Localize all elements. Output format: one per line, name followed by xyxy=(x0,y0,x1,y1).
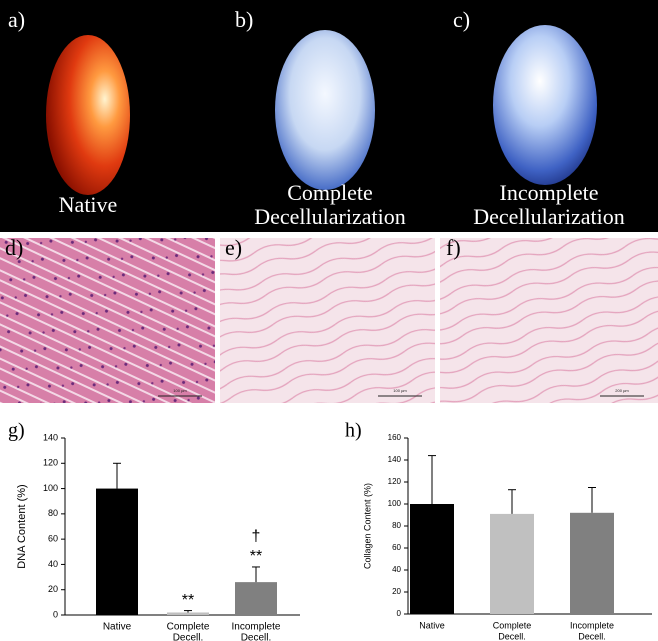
x-tick-label: Complete xyxy=(167,622,210,633)
y-tick-label: 140 xyxy=(388,455,402,464)
y-tick-label: 20 xyxy=(392,587,401,596)
y-tick-label: 100 xyxy=(43,483,58,493)
bar xyxy=(167,612,209,615)
bar xyxy=(96,488,138,615)
bar xyxy=(570,512,614,614)
native-heart xyxy=(46,35,130,195)
y-tick-label: 120 xyxy=(43,458,58,468)
y-tick-label: 80 xyxy=(48,508,58,518)
x-tick-label: Incomplete xyxy=(570,620,614,630)
y-axis-label: DNA Content (%) xyxy=(16,484,28,568)
bar xyxy=(235,582,277,615)
x-tick-label: Decell. xyxy=(241,633,272,641)
caption: Decellularization xyxy=(254,204,405,229)
caption: Native xyxy=(59,192,118,217)
x-tick-label: Native xyxy=(103,622,132,633)
y-tick-label: 80 xyxy=(392,521,401,530)
y-tick-label: 0 xyxy=(397,609,402,618)
panel-label: g) xyxy=(8,420,25,442)
bar xyxy=(490,513,534,614)
y-tick-label: 160 xyxy=(388,433,402,442)
y-tick-label: 40 xyxy=(48,559,58,569)
panel-label: f) xyxy=(446,235,461,260)
y-tick-label: 100 xyxy=(388,499,402,508)
histology-incomplete xyxy=(440,238,658,403)
annotation: ** xyxy=(182,592,194,609)
panel-label: c) xyxy=(453,7,470,32)
histology-native xyxy=(0,238,215,403)
bar xyxy=(410,504,454,614)
panel-label: b) xyxy=(235,7,253,32)
incomplete-heart xyxy=(493,25,597,185)
scale-label: 100 µm xyxy=(393,388,407,393)
caption: Complete xyxy=(287,180,373,205)
complete-heart xyxy=(275,30,375,190)
x-tick-label: Complete xyxy=(493,620,532,630)
x-tick-label: Decell. xyxy=(498,631,526,641)
panel-label: h) xyxy=(345,420,362,442)
histology-complete xyxy=(220,238,435,403)
caption: Decellularization xyxy=(473,204,624,229)
panel-label: a) xyxy=(8,7,25,32)
scale-label: 100 µm xyxy=(173,388,187,393)
caption: Incomplete xyxy=(500,180,599,205)
panel-label: e) xyxy=(225,235,242,260)
y-tick-label: 40 xyxy=(392,565,401,574)
x-tick-label: Incomplete xyxy=(232,622,281,633)
y-tick-label: 0 xyxy=(53,609,58,619)
annotation: ** xyxy=(250,548,262,565)
scale-label: 200 µm xyxy=(615,388,629,393)
x-tick-label: Decell. xyxy=(578,631,606,641)
annotation: † xyxy=(252,528,261,545)
y-tick-label: 60 xyxy=(48,534,58,544)
y-axis-label: Collagen Content (%) xyxy=(362,483,372,569)
x-tick-label: Native xyxy=(419,620,445,630)
y-tick-label: 140 xyxy=(43,432,58,442)
y-tick-label: 20 xyxy=(48,584,58,594)
panel-label: d) xyxy=(5,235,23,260)
y-tick-label: 120 xyxy=(388,477,402,486)
x-tick-label: Decell. xyxy=(173,633,204,641)
y-tick-label: 60 xyxy=(392,543,401,552)
